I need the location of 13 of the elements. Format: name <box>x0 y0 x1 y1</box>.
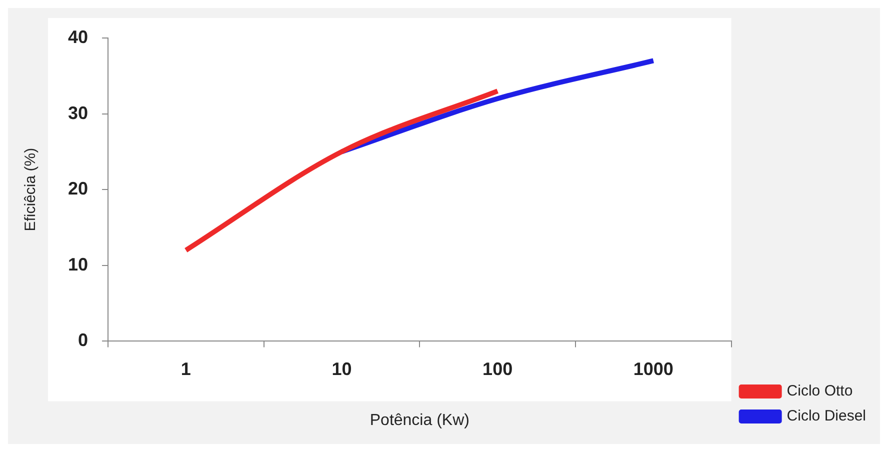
x-tick-label: 1000 <box>633 358 674 379</box>
y-tick-label: 20 <box>68 178 88 199</box>
legend-label: Ciclo Otto <box>786 382 853 400</box>
y-tick-label: 30 <box>68 102 88 123</box>
x-axis-title: Potência (Kw) <box>370 412 470 429</box>
x-tick-label: 10 <box>332 358 352 379</box>
y-axis-title: Eficiêcia (%) <box>22 148 40 232</box>
x-tick-label: 1 <box>180 358 191 379</box>
x-tick-label: 100 <box>482 358 513 379</box>
y-tick-label: 0 <box>78 330 88 350</box>
y-tick-label: 40 <box>68 26 88 47</box>
legend-label: Ciclo Diesel <box>786 408 866 425</box>
y-tick-label: 10 <box>68 254 88 274</box>
